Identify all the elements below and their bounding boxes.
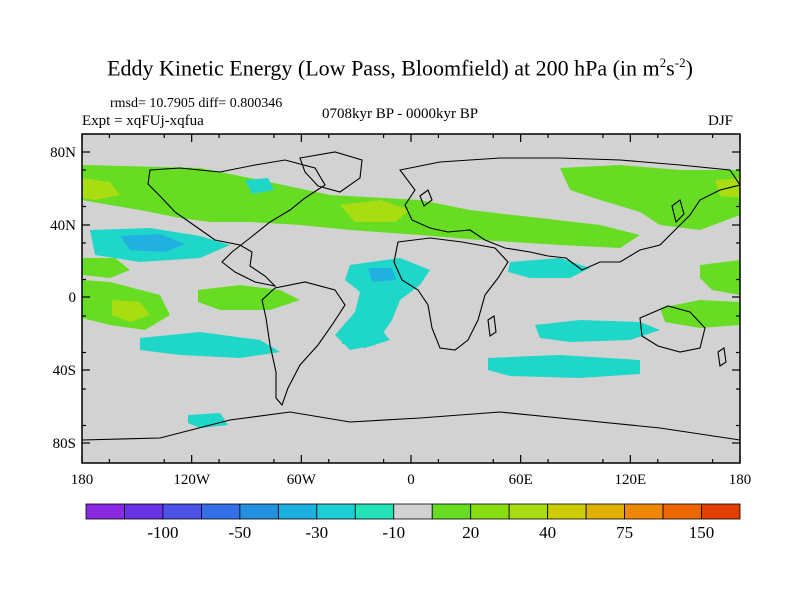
- north-pacific-positive-band: [560, 165, 740, 230]
- colorbar-swatch: [201, 503, 241, 520]
- colorbar-label: -100: [147, 523, 178, 542]
- tropical-pacific-core: [112, 300, 150, 322]
- north-pacific-negative-core: [120, 234, 185, 252]
- colorbar-label: -30: [305, 523, 328, 542]
- atlantic-core-positive: [340, 200, 410, 222]
- japan-coast: [671, 199, 685, 224]
- lon-tick-label: 120E: [614, 472, 646, 488]
- tropical-atlantic-negative: [335, 258, 430, 350]
- lat-tick-label: 40N: [50, 218, 76, 234]
- colorbar-swatch: [239, 503, 279, 520]
- colorbar-label: -50: [229, 523, 252, 542]
- rmsd-diff-stats: rmsd= 10.7905 diff= 0.800346: [110, 96, 283, 111]
- colorbar-label: 75: [616, 523, 633, 542]
- southern-atlantic-negative: [342, 328, 390, 348]
- colorbar-swatch: [277, 503, 318, 520]
- experiment-label: Expt = xqFUj-xqfua: [82, 113, 204, 129]
- lon-tick-label: 0: [407, 472, 415, 488]
- western-pacific-positive: [700, 260, 740, 295]
- colorbar-labels: -100 -50 -30 -10 20 40 75 150: [147, 523, 714, 542]
- pacific-core-positive: [82, 178, 120, 200]
- southeast-pacific-negative: [140, 332, 280, 358]
- indian-ocean-negative: [535, 320, 660, 342]
- colorbar-swatch: [701, 503, 741, 520]
- lon-tick-label: 60W: [287, 472, 317, 488]
- eurasia-coast: [399, 157, 740, 271]
- colorbar-swatch: [431, 503, 472, 520]
- colorbar-swatch: [585, 503, 625, 520]
- colorbar-label: 40: [539, 523, 556, 542]
- negative-anomaly-regions: [90, 178, 660, 428]
- lat-tick-label: 40S: [53, 363, 76, 379]
- tropical-atlantic-negative-core: [368, 268, 396, 282]
- arabian-sea-negative: [508, 258, 590, 278]
- season-label: DJF: [708, 113, 734, 129]
- colorbar-swatch: [316, 503, 356, 520]
- lon-tick-label: 120W: [173, 472, 211, 488]
- southern-ocean-negative: [188, 413, 228, 428]
- lon-tick-label: 180: [729, 472, 752, 488]
- colorbar-swatch: [547, 503, 587, 520]
- greenland-coast: [299, 151, 363, 193]
- lat-tick-label: 80N: [50, 145, 76, 161]
- colorbar-swatch: [662, 503, 702, 520]
- colorbar-swatch: [162, 503, 202, 520]
- axis-ticks: [81, 134, 741, 463]
- madagascar-coast: [487, 315, 497, 337]
- colorbar-swatch: [393, 503, 433, 520]
- lat-tick-label: 80S: [53, 436, 76, 452]
- colorbar-swatch: [470, 503, 510, 520]
- southern-indian-negative: [488, 355, 640, 378]
- antarctica-coast: [82, 411, 740, 441]
- colorbar-swatch: [624, 503, 664, 520]
- lon-tick-label: 60E: [509, 472, 533, 488]
- central-pacific-positive: [660, 300, 740, 328]
- northwest-pacific-positive: [82, 258, 130, 278]
- lat-tick-label: 0: [69, 290, 77, 306]
- colorbar-swatch: [124, 503, 164, 520]
- australia-coast: [639, 305, 706, 353]
- colorbar-label: -10: [382, 523, 405, 542]
- map-plot-area: [82, 134, 740, 463]
- colorbar-swatch: [354, 503, 395, 520]
- latitude-labels: 80N 40N 0 40S 80S: [50, 145, 76, 452]
- period-label: 0708kyr BP - 0000kyr BP: [322, 106, 479, 122]
- colorbar-label: 150: [689, 523, 715, 542]
- subpolar-negative: [245, 178, 274, 194]
- africa-coast: [393, 237, 509, 351]
- lon-tick-label: 180: [71, 472, 94, 488]
- colorbar-swatch: [508, 503, 549, 520]
- colorbar-label: 20: [462, 523, 479, 542]
- negative-deep-regions: [120, 234, 396, 282]
- south-america-coast: [261, 281, 346, 407]
- colorbar-swatch: [85, 503, 125, 520]
- north-america-coast: [147, 159, 326, 287]
- chart-title: Eddy Kinetic Energy (Low Pass, Bloomfiel…: [107, 55, 693, 81]
- longitude-labels: 180 120W 60W 0 60E 120E 180: [71, 472, 752, 488]
- uk-coast: [419, 189, 433, 207]
- tropical-pacific-positive: [198, 285, 300, 310]
- new-zealand-coast: [717, 347, 727, 367]
- colorbar: [85, 503, 741, 520]
- coastlines: [82, 151, 740, 441]
- positive-mid-regions: [82, 178, 740, 322]
